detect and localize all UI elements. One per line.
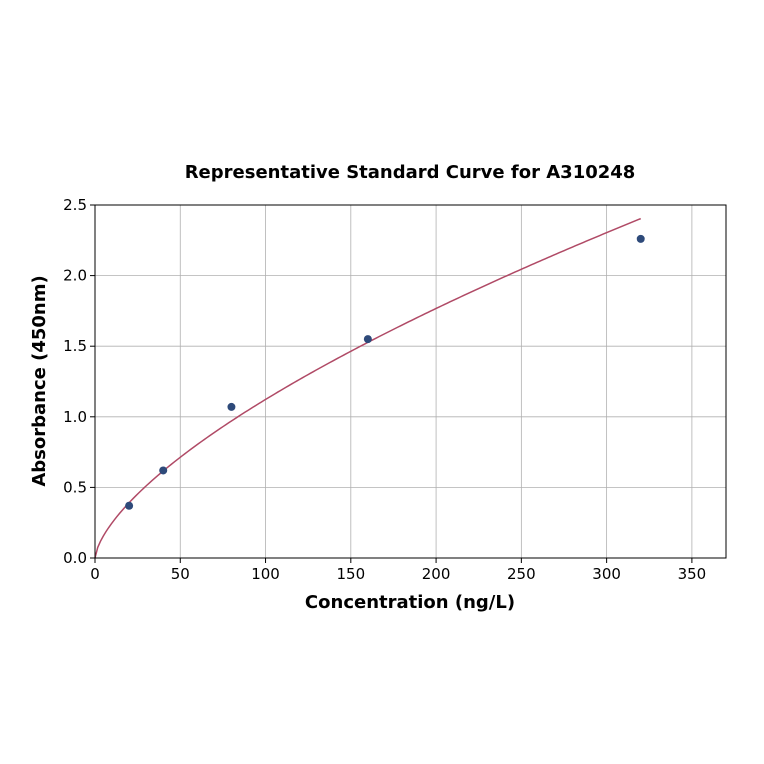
plot-frame	[94, 204, 727, 559]
y-tick-label: 1.5	[63, 337, 87, 355]
x-axis-label: Concentration (ng/L)	[305, 592, 515, 613]
data-point	[363, 335, 372, 344]
fit-curve-line	[94, 217, 642, 559]
y-tick-label: 2.5	[63, 196, 87, 214]
y-tick-label: 0.0	[63, 549, 87, 567]
x-tick-label: 50	[171, 565, 190, 583]
x-tick-label: 250	[507, 565, 536, 583]
grid-lines	[94, 204, 726, 559]
x-tick-label: 150	[336, 565, 365, 583]
data-point	[125, 501, 134, 510]
data-point	[159, 466, 168, 475]
y-axis-label: Absorbance (450nm)	[29, 275, 50, 486]
x-tick-label: 0	[90, 565, 100, 583]
data-points-layer	[125, 234, 645, 510]
y-tick-label: 2.0	[63, 267, 87, 285]
chart-title: Representative Standard Curve for A31024…	[185, 162, 636, 183]
fit-curve-layer	[94, 217, 642, 559]
y-tick-label: 1.0	[63, 408, 87, 426]
x-tick-label: 350	[678, 565, 707, 583]
y-tick-label: 0.5	[63, 478, 87, 496]
x-tick-label: 200	[422, 565, 451, 583]
data-point	[227, 402, 236, 411]
data-point	[636, 234, 645, 243]
x-tick-label: 300	[592, 565, 621, 583]
x-tick-label: 100	[251, 565, 280, 583]
x-axis-ticks: 0 50 100 150 200 250 300 350	[90, 558, 706, 583]
y-axis-ticks: 0.0 0.5 1.0 1.5 2.0 2.5	[63, 196, 95, 567]
